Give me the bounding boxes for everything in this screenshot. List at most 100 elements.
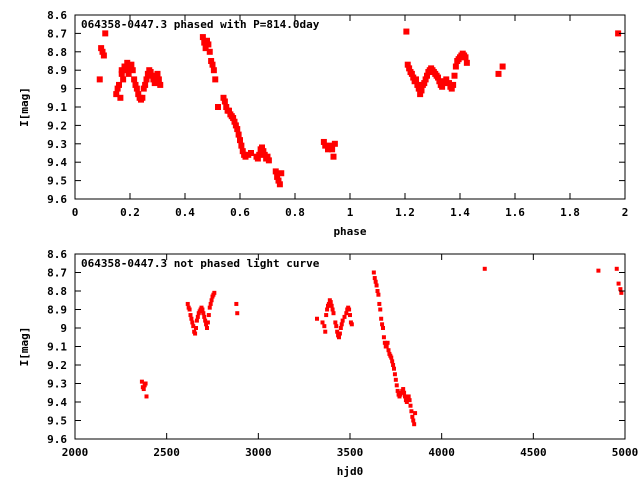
phased-x-tick-label: 1.4 xyxy=(450,206,470,219)
phased-data-point xyxy=(209,61,216,68)
phased-y-tick-label: 9.6 xyxy=(47,193,67,206)
raw-plot-frame xyxy=(74,253,626,440)
phased-data-point xyxy=(157,81,164,88)
phased-data-point xyxy=(114,85,121,92)
phased-y-tick-label: 9.5 xyxy=(47,175,67,188)
phased-data-point xyxy=(121,63,128,70)
phased-data-point xyxy=(327,142,334,149)
raw-data-point xyxy=(320,320,325,325)
raw-x-axis-label: hjd0 xyxy=(337,465,364,478)
raw-data-point xyxy=(402,390,407,395)
phased-data-point xyxy=(154,70,161,77)
raw-x-axis-ticks: 2000 2500 3000 3500 4000 4500 5000 xyxy=(62,254,638,459)
raw-data-point xyxy=(324,313,329,318)
raw-data-point xyxy=(143,381,148,386)
phased-y-tick-label: 9.3 xyxy=(47,138,67,151)
phased-data-point xyxy=(199,34,206,41)
raw-data-point xyxy=(385,340,390,345)
raw-data-point xyxy=(340,318,345,323)
phased-data-point xyxy=(99,48,106,55)
phased-y-axis-label: I[mag] xyxy=(18,87,31,127)
raw-y-axis-label: I[mag] xyxy=(18,327,31,367)
phased-data-point xyxy=(96,76,103,83)
raw-data-point xyxy=(389,355,394,360)
phased-data-point xyxy=(129,67,136,74)
raw-data-point xyxy=(144,394,149,399)
phased-y-tick-label: 9.4 xyxy=(47,156,67,169)
raw-x-tick-label: 2500 xyxy=(153,446,180,459)
phased-data-point xyxy=(235,131,242,138)
raw-y-axis-ticks: 8.6 8.7 8.8 8.9 9 9.1 9.2 9.3 9.4 9.5 9.6 xyxy=(47,248,625,446)
phased-data-point xyxy=(276,181,283,188)
phased-data-point xyxy=(452,63,459,70)
phased-data-point xyxy=(206,48,213,55)
raw-y-tick-label: 9.1 xyxy=(47,341,67,354)
raw-data-point xyxy=(194,318,199,323)
phased-light-curve-panel: 0 0.2 0.4 0.6 0.8 1 1.2 1.4 1.6 1.8 2 8.6 8.7 8.8 8.9… xyxy=(18,9,628,238)
phased-data-point xyxy=(230,115,237,122)
phased-y-tick-label: 9.1 xyxy=(47,101,67,114)
phased-data-point xyxy=(140,85,147,92)
raw-data-point xyxy=(315,316,319,321)
phased-data-point xyxy=(221,98,228,105)
raw-data-point xyxy=(331,311,336,316)
phased-x-tick-label: 2 xyxy=(622,206,629,219)
phased-x-tick-label: 0.8 xyxy=(285,206,305,219)
phased-data-point xyxy=(448,85,455,92)
phased-data-point xyxy=(418,87,425,94)
phased-data-point xyxy=(330,153,337,160)
phased-light-curve-points xyxy=(96,28,622,188)
phased-data-point xyxy=(439,83,446,90)
phased-data-point xyxy=(414,81,421,88)
phased-data-point xyxy=(150,76,157,83)
raw-data-point xyxy=(347,307,352,312)
phased-data-point xyxy=(98,45,105,52)
phased-data-point xyxy=(118,70,125,77)
phased-data-point xyxy=(403,28,410,35)
raw-data-point xyxy=(189,316,194,321)
phased-data-point xyxy=(450,81,457,88)
raw-x-tick-label: 4000 xyxy=(428,446,455,459)
raw-x-tick-label: 3000 xyxy=(245,446,272,459)
raw-data-point xyxy=(392,372,397,377)
raw-y-tick-label: 8.6 xyxy=(47,248,67,261)
raw-data-point xyxy=(407,398,412,403)
phased-data-point xyxy=(155,76,162,83)
raw-data-point xyxy=(322,324,327,329)
phased-data-point xyxy=(404,61,411,68)
raw-data-point xyxy=(191,324,196,329)
raw-data-point xyxy=(139,379,144,384)
raw-data-point xyxy=(337,335,341,340)
phased-data-point xyxy=(436,78,443,85)
raw-data-point xyxy=(342,314,347,319)
phased-data-point xyxy=(132,81,139,88)
raw-data-point xyxy=(212,290,217,295)
raw-data-point xyxy=(410,414,415,419)
phased-x-tick-label: 1 xyxy=(347,206,354,219)
raw-y-tick-label: 9.3 xyxy=(47,378,67,391)
raw-data-point xyxy=(195,314,200,319)
phased-data-point xyxy=(320,138,327,145)
phased-data-point xyxy=(122,67,129,74)
phased-y-tick-label: 9.2 xyxy=(47,119,67,132)
phased-data-point xyxy=(149,72,155,79)
phased-data-point xyxy=(322,142,329,149)
phased-data-point xyxy=(100,52,107,59)
phased-data-point xyxy=(443,76,450,83)
raw-data-point xyxy=(395,388,400,393)
phased-data-point xyxy=(223,104,230,110)
raw-data-point xyxy=(406,394,411,399)
raw-data-point xyxy=(194,326,198,330)
phased-data-point xyxy=(435,74,441,81)
raw-data-point xyxy=(408,403,413,408)
raw-data-point xyxy=(339,322,344,327)
raw-data-point xyxy=(333,320,338,325)
raw-data-point xyxy=(348,313,352,318)
phased-data-point xyxy=(499,63,506,70)
raw-y-tick-label: 8.9 xyxy=(47,304,67,317)
phased-data-point xyxy=(462,54,469,61)
raw-data-point xyxy=(234,301,239,306)
phased-x-tick-label: 0.6 xyxy=(230,206,250,219)
phased-data-point xyxy=(413,76,419,83)
phased-data-point xyxy=(446,80,452,87)
